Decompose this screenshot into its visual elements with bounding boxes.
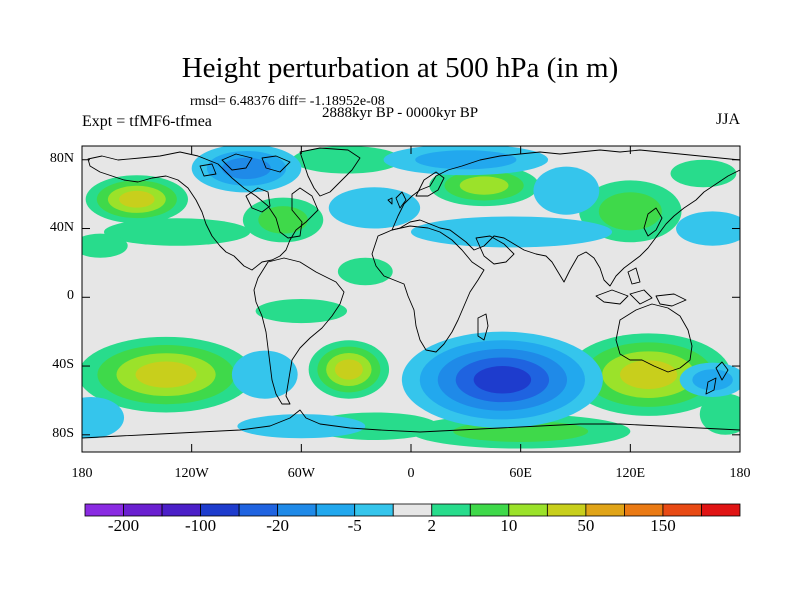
- coastline-madagascar: [477, 313, 489, 341]
- anomaly-contour-19-0: [328, 187, 421, 229]
- coastline-greenland: [299, 147, 361, 197]
- axis-ticks: [81, 146, 741, 452]
- coastline-arabian-peninsula: [475, 235, 515, 265]
- anomaly-contour-20-0: [533, 166, 600, 215]
- lat-tick-label: 0: [67, 288, 74, 304]
- colorbar: [84, 503, 741, 517]
- colorbar-label: -20: [266, 516, 289, 535]
- coastline-scandinavia: [415, 171, 445, 197]
- coastline-british-isles: [387, 191, 407, 209]
- anomaly-contour-0-3: [135, 361, 197, 388]
- season-label: JJA: [716, 111, 741, 128]
- colorbar-swatch: [200, 503, 240, 517]
- lon-tick-label: 0: [407, 466, 415, 481]
- lat-tick-label: 40S: [52, 357, 74, 373]
- anomaly-contour-1-3: [119, 190, 155, 208]
- colorbar-swatch: [624, 503, 664, 517]
- anomaly-contour-22-4: [473, 366, 532, 394]
- lon-tick-label: 60W: [287, 466, 315, 481]
- anomaly-contour-12-3: [620, 360, 678, 389]
- colorbar-swatch: [546, 503, 587, 517]
- coastline-new-zealand: [705, 361, 729, 395]
- anomaly-contour-21-0: [676, 211, 740, 246]
- colorbar-label: -200: [107, 516, 140, 535]
- anomaly-contour-7-0: [337, 257, 393, 286]
- anomaly-contour-5-3: [334, 359, 363, 380]
- lon-tick-label: 180: [729, 466, 751, 481]
- colorbar-label: -100: [184, 516, 217, 535]
- colorbar-swatch: [585, 503, 625, 517]
- colorbar-swatch: [161, 503, 201, 517]
- coastline-hudson-bay: [245, 187, 271, 213]
- anomaly-contour-9-0: [292, 146, 402, 174]
- colorbar-swatch: [431, 503, 471, 517]
- coastline-japan: [643, 207, 663, 237]
- coastline-africa: [371, 225, 485, 353]
- anomaly-contour-26-0: [237, 414, 366, 439]
- coastline-southeast-asia-islands: [595, 267, 687, 307]
- map-title: Height perturbation at 500 hPa (in m): [181, 52, 619, 84]
- coastline-south-america: [253, 257, 345, 405]
- coastline-eurasia: [391, 149, 740, 287]
- colorbar-label: 150: [650, 516, 676, 535]
- anomaly-contour-16-1: [415, 150, 517, 170]
- lon-tick-label: 120W: [174, 466, 209, 481]
- lat-tick-label: 80N: [49, 150, 74, 166]
- lat-tick-label: 40N: [49, 219, 74, 235]
- colorbar-label: 10: [500, 516, 518, 535]
- anomaly-contour-17-2: [222, 157, 271, 180]
- rmsd-diff-stats: rmsd= 6.48376 diff= -1.18952e-08: [190, 94, 385, 109]
- anomaly-contour-18-0: [411, 216, 613, 248]
- anomaly-contour-10-1: [598, 192, 662, 231]
- anomaly-contour-14-0: [699, 393, 740, 435]
- coastline-arctic-islands: [199, 153, 291, 177]
- colorbar-swatch: [354, 503, 394, 517]
- colorbar-swatch: [469, 503, 510, 517]
- colorbar-swatch: [277, 503, 317, 517]
- anomaly-contour-3-0: [82, 233, 128, 258]
- height-perturbation-field: [82, 146, 740, 452]
- lon-tick-label: 60E: [509, 466, 532, 481]
- coastline-north-america: [87, 151, 319, 271]
- colorbar-swatch: [662, 503, 702, 517]
- experiment-label: Expt = tfMF6-tfmea: [82, 113, 212, 130]
- colorbar-swatch: [238, 503, 279, 517]
- coastlines: [82, 147, 740, 439]
- colorbar-label: 50: [577, 516, 595, 535]
- colorbar-swatch: [392, 503, 433, 517]
- colorbar-swatch: [508, 503, 548, 517]
- lon-tick-label: 180: [71, 466, 93, 481]
- anomaly-contour-6-0: [255, 299, 348, 324]
- anomaly-contour-8-2: [459, 176, 509, 195]
- anomaly-contour-25-0: [231, 350, 298, 399]
- period-label: 2888kyr BP - 0000kyr BP: [322, 105, 479, 121]
- anomaly-contour-4-1: [258, 206, 308, 234]
- lat-tick-label: 80S: [52, 425, 74, 441]
- colorbar-swatch: [123, 503, 163, 517]
- colorbar-label: 2: [427, 516, 437, 535]
- anomaly-contour-11-0: [670, 159, 737, 188]
- colorbar-label: -5: [347, 516, 362, 535]
- lon-tick-label: 120E: [615, 466, 646, 481]
- colorbar-swatch: [315, 503, 356, 517]
- coastline-australia: [615, 303, 693, 373]
- colorbar-swatch: [701, 503, 741, 517]
- anomaly-contour-23-0: [82, 396, 125, 439]
- anomaly-contour-2-0: [103, 218, 251, 246]
- colorbar-swatch: [84, 503, 124, 517]
- coastline-antarctica: [82, 409, 740, 439]
